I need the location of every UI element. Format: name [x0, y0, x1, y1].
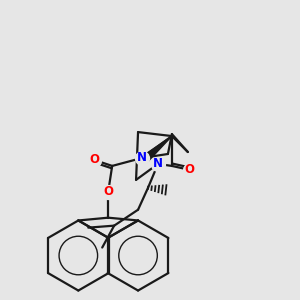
Text: N: N — [137, 152, 147, 164]
Text: O: O — [185, 164, 195, 176]
Text: O: O — [103, 185, 113, 198]
Polygon shape — [141, 136, 172, 163]
Text: O: O — [89, 154, 99, 166]
Text: N: N — [153, 158, 163, 170]
